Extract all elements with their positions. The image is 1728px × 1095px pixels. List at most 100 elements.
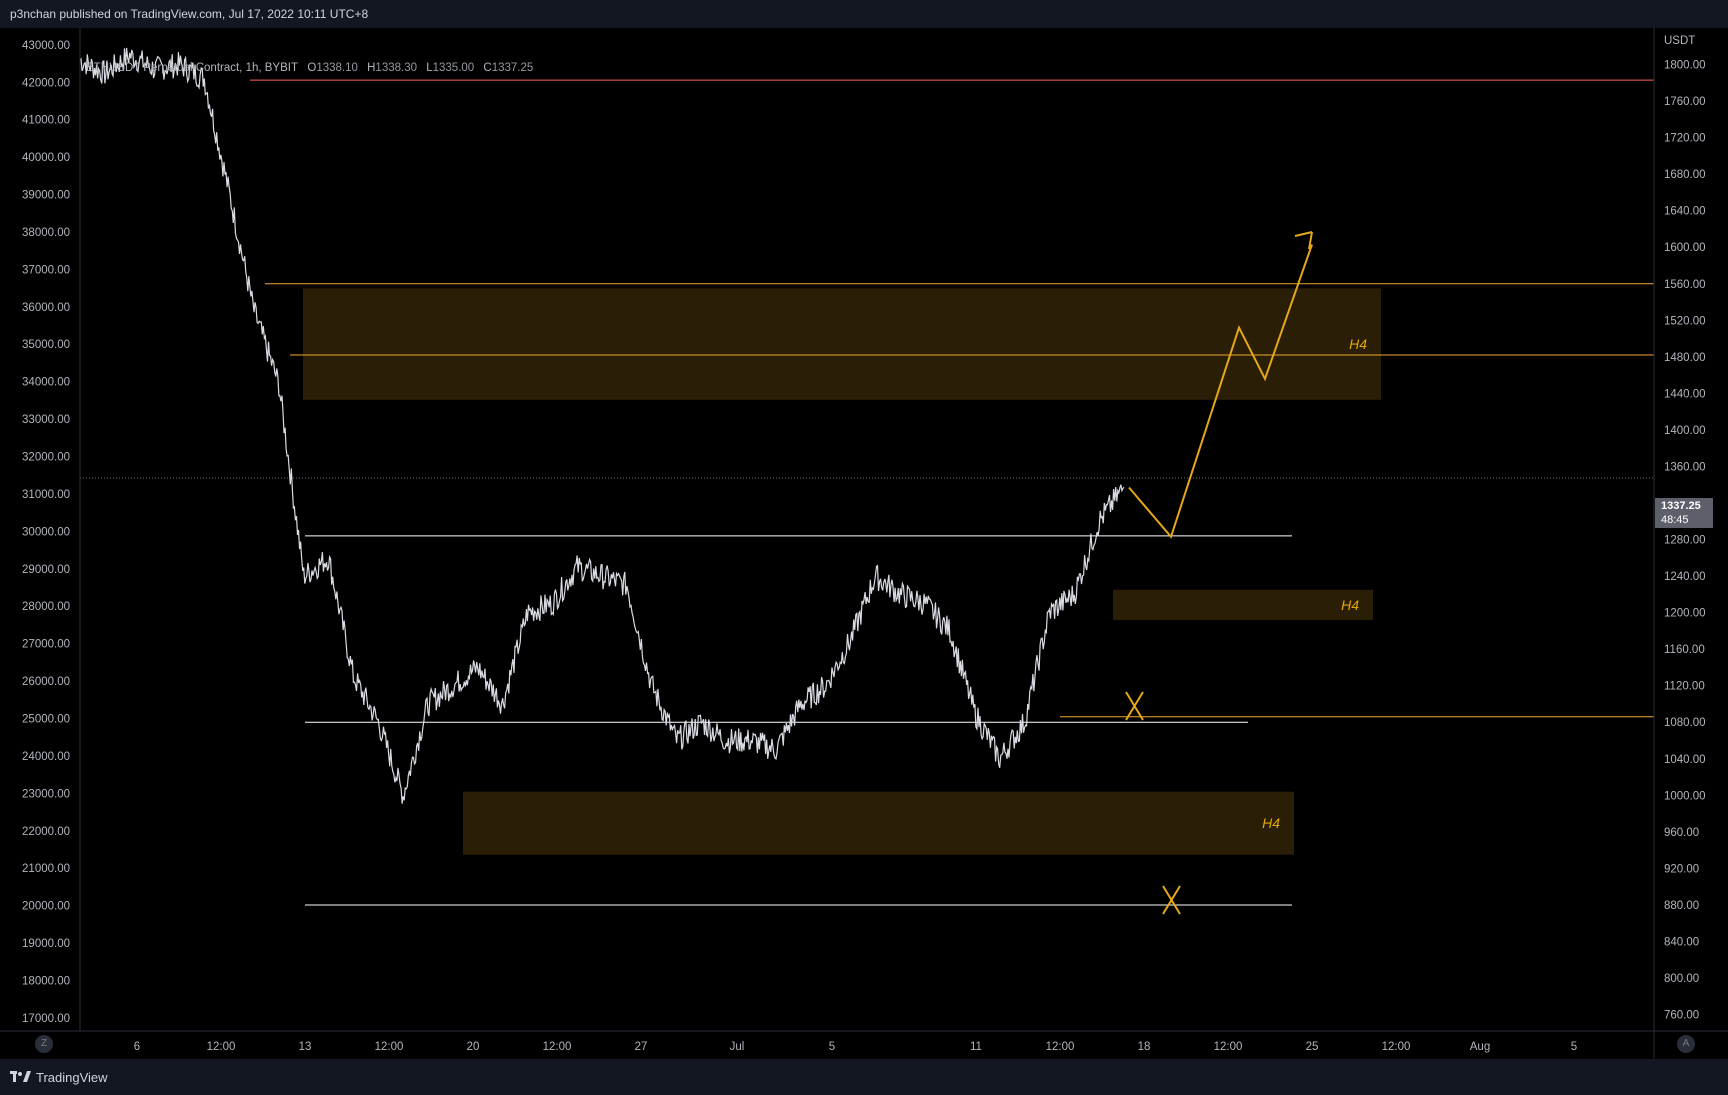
tradingview-logo-icon [10,1071,31,1082]
left-axis-tick-label: 29000.00 [22,564,70,576]
left-axis-tick-label: 25000.00 [22,713,70,725]
time-axis-label: 12:00 [1382,1041,1411,1053]
published-text: p3nchan published on TradingView.com, Ju… [10,7,369,21]
left-axis-tick-label: 28000.00 [22,601,70,613]
price-series-line [80,47,1125,804]
left-axis-tick-label: 37000.00 [22,264,70,276]
right-axis-tick-label: 920.00 [1664,863,1699,875]
legend-l-label: L [426,62,433,74]
h4-zone-label: H4 [1349,336,1367,352]
left-axis-tick-label: 20000.00 [22,901,70,913]
left-axis-tick-label: 19000.00 [22,938,70,950]
left-axis-tick-label: 39000.00 [22,190,70,202]
right-axis-tick-label: 1520.00 [1664,315,1706,327]
time-axis-label: Aug [1470,1041,1490,1053]
h4-zone-label: H4 [1341,597,1359,613]
right-axis-tick-label: 1440.00 [1664,388,1706,400]
legend-h-label: H [367,62,376,74]
right-axis-tick-label: 800.00 [1664,973,1699,985]
right-axis-tick-label: 1600.00 [1664,242,1706,254]
left-axis-tick-label: 24000.00 [22,751,70,763]
left-axis-tick-label: 42000.00 [22,77,70,89]
right-axis-tick-label: 1200.00 [1664,608,1706,620]
time-axis-label: 5 [1571,1041,1577,1053]
right-axis-unit-label: USDT [1664,35,1695,47]
time-axis-label: 13 [299,1041,312,1053]
left-axis-tick-label: 17000.00 [22,1013,70,1025]
time-axis-label: 12:00 [1046,1041,1075,1053]
left-axis-tick-label: 30000.00 [22,526,70,538]
right-axis-tick-label: 880.00 [1664,900,1699,912]
left-axis-tick-label: 41000.00 [22,115,70,127]
chart-area[interactable]: 43000.00 42000.00 41000.00 40000.00 39000.00… [0,28,1728,1059]
footer-bar: TradingView [0,1059,1728,1095]
projection-path [1128,244,1313,539]
left-axis-tick-label: 22000.00 [22,826,70,838]
legend-open: 1338.10 [316,62,358,74]
time-axis-label: 18 [1138,1041,1151,1053]
time-axis-label: Jul [730,1041,745,1053]
h4-zone [463,791,1294,855]
left-axis-tick-label: 43000.00 [22,40,70,52]
time-axis-label: 25 [1306,1041,1319,1053]
right-axis-tick-label: 1400.00 [1664,425,1706,437]
right-axis-tick-label: 1480.00 [1664,352,1706,364]
auto-scale-z-button[interactable]: Z [35,1035,53,1053]
right-axis-tick-label: 1160.00 [1664,644,1705,656]
right-axis-tick-label: 1120.00 [1664,681,1705,693]
right-axis-tick-label: 1080.00 [1664,717,1706,729]
auto-scale-a-button[interactable]: A [1677,1035,1695,1053]
time-axis-label: 12:00 [207,1041,236,1053]
right-axis-tick-label: 1560.00 [1664,279,1706,291]
bar-countdown: 48:45 [1661,514,1689,526]
left-axis-tick-label: 31000.00 [22,489,70,501]
brand-name: TradingView [36,1069,108,1085]
time-axis-label: 6 [134,1041,140,1053]
left-axis-tick-label: 32000.00 [22,452,70,464]
projection-arrowhead [1294,231,1313,250]
time-axis-label: 11 [970,1041,982,1053]
left-axis-tick-label: 35000.00 [22,339,70,351]
last-price-value: 1337.25 [1661,500,1701,512]
left-axis-tick-label: 38000.00 [22,227,70,239]
horizontal-levels [250,79,1654,906]
last-price-badge: 1337.25 48:45 [1655,498,1713,528]
time-axis-label: 12:00 [375,1041,404,1053]
h4-zone-label: H4 [1262,815,1280,831]
time-axis: 6 12:00 13 12:00 20 12:00 27 Jul 5 11 12:00 18 12:00… [134,1041,1577,1053]
left-axis-tick-label: 26000.00 [22,676,70,688]
legend-symbol: ETHUSDT Perpetual Contract, 1h, BYBIT [86,62,298,74]
left-axis-tick-label: 21000.00 [22,863,70,875]
right-axis-tick-label: 1720.00 [1664,133,1706,145]
cross-mark-lower [1162,885,1181,915]
right-price-axis: USDT 1800.00 1760.00 1720.00 1680.00 1640.00 1… [1664,35,1706,1022]
cross-mark-upper [1125,691,1144,721]
left-axis-tick-label: 33000.00 [22,414,70,426]
legend-low: 1335.00 [432,62,475,74]
right-axis-tick-label: 1360.00 [1664,461,1706,473]
h4-zone [303,288,1381,400]
time-axis-label: 5 [829,1041,835,1053]
h4-zones: H4 H4 H4 [303,288,1381,855]
legend-close: 1337.25 [491,62,534,74]
right-axis-tick-label: 1280.00 [1664,535,1706,547]
left-axis-tick-label: 18000.00 [22,975,70,987]
time-axis-label: 12:00 [543,1041,572,1053]
left-axis-tick-label: 34000.00 [22,377,70,389]
published-header: p3nchan published on TradingView.com, Ju… [0,0,1728,28]
right-axis-tick-label: 1640.00 [1664,206,1706,218]
right-axis-tick-label: 1000.00 [1664,790,1706,802]
right-axis-tick-label: 1680.00 [1664,169,1706,181]
h4-zone [1113,589,1373,620]
left-axis-tick-label: 40000.00 [22,152,70,164]
right-axis-tick-label: 1760.00 [1664,96,1706,108]
legend-c-label: C [483,62,492,74]
right-axis-tick-label: 960.00 [1664,827,1699,839]
right-axis-tick-label: 1040.00 [1664,754,1706,766]
right-axis-tick-label: 1800.00 [1664,60,1706,72]
time-axis-label: 20 [467,1041,480,1053]
tradingview-brand[interactable]: TradingView [10,1070,108,1085]
price-chart[interactable]: 43000.00 42000.00 41000.00 40000.00 39000.00… [0,28,1728,1059]
time-axis-label: 12:00 [1214,1041,1243,1053]
time-axis-label: 27 [635,1041,648,1053]
